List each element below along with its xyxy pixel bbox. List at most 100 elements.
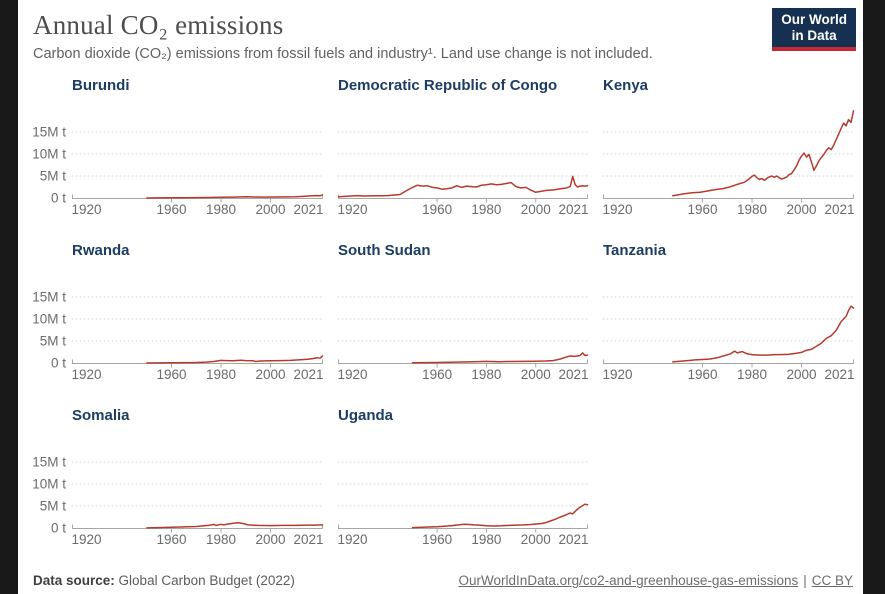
x-tick-label: 1960 <box>422 532 452 547</box>
x-tick-label: 1920 <box>72 532 102 547</box>
chart-panel-drc: Democratic Republic of Congo 1920 1960 1980… <box>337 76 589 222</box>
right-black-bar <box>863 0 885 594</box>
chart-panel-title-burundi: Burundi <box>72 77 130 94</box>
x-tick-label: 1980 <box>471 202 501 217</box>
x-tick-label: 1920 <box>338 367 368 382</box>
cc-by-link[interactable]: CC BY <box>811 573 853 588</box>
x-tick-label: 2000 <box>255 202 285 217</box>
chart-plot-uganda: 1920 1960 1980 2000 2021 <box>337 461 589 547</box>
x-tick-label: 2000 <box>521 532 551 547</box>
chart-plot-burundi: 1920 1960 1980 2000 2021 0 t 5M t 10M t 15M t <box>32 125 324 218</box>
chart-plot-kenya: 1920 1960 1980 2000 2021 <box>602 110 855 217</box>
x-tick-label: 1960 <box>156 532 186 547</box>
y-tick-label: 0 t <box>51 521 66 536</box>
x-tick-label: 1920 <box>72 367 102 382</box>
chart-panel-uganda: Uganda 1920 1960 1980 2000 2021 <box>337 406 589 552</box>
chart-plot-somalia: 1920 1960 1980 2000 2021 0 t 5M t 10M t 15M t <box>32 455 324 548</box>
chart-panel-south-sudan: South Sudan 1920 1960 1980 2000 2021 <box>337 241 589 387</box>
x-tick-label: 2021 <box>558 202 588 217</box>
owid-logo-line1: Our World <box>781 12 847 27</box>
x-tick-label: 2000 <box>521 367 551 382</box>
chart-subtitle: Carbon dioxide (CO₂) emissions from foss… <box>33 46 653 62</box>
chart-plot-drc: 1920 1960 1980 2000 2021 <box>337 131 589 217</box>
left-black-bar <box>0 0 18 594</box>
emissions-line-tanzania <box>672 305 855 363</box>
x-tick-label: 1960 <box>422 367 452 382</box>
x-tick-label: 1960 <box>156 367 186 382</box>
chart-panel-tanzania: Tanzania 1920 1960 1980 2000 2021 <box>602 241 855 387</box>
x-tick-label: 2021 <box>558 532 588 547</box>
x-tick-label: 1920 <box>338 532 368 547</box>
x-tick-label: 1920 <box>72 202 102 217</box>
x-tick-label: 2021 <box>293 367 323 382</box>
y-tick-label: 5M t <box>40 334 67 349</box>
x-tick-label: 2021 <box>824 367 854 382</box>
emissions-line-uganda <box>411 503 589 529</box>
chart-main-title: Annual CO₂ emissions <box>33 10 284 40</box>
x-tick-label: 1980 <box>471 367 501 382</box>
y-tick-label: 10M t <box>32 312 66 327</box>
y-tick-label: 10M t <box>32 477 66 492</box>
chart-export-canvas: Annual CO₂ emissions Carbon dioxide (CO₂… <box>18 0 863 594</box>
y-tick-label: 15M t <box>32 455 66 470</box>
x-tick-label: 1980 <box>737 367 767 382</box>
data-source: Data source: Global Carbon Budget (2022) <box>33 573 295 588</box>
y-tick-label: 15M t <box>32 290 66 305</box>
y-tick-label: 0 t <box>51 191 66 206</box>
emissions-line-somalia <box>146 521 324 529</box>
x-tick-label: 1960 <box>687 202 717 217</box>
chart-panel-kenya: Kenya 1920 1960 1980 2000 2021 <box>602 76 855 222</box>
owid-url-link[interactable]: OurWorldInData.org/co2-and-greenhouse-ga… <box>458 573 799 588</box>
y-tick-label: 5M t <box>40 499 67 514</box>
x-tick-label: 1980 <box>206 367 236 382</box>
chart-plot-tanzania: 1920 1960 1980 2000 2021 <box>602 296 855 382</box>
emissions-line-kenya <box>672 110 855 197</box>
chart-panel-title-somalia: Somalia <box>72 407 130 424</box>
x-tick-label: 1980 <box>737 202 767 217</box>
chart-panel-title-uganda: Uganda <box>338 407 394 424</box>
header: Annual CO₂ emissions Carbon dioxide (CO₂… <box>18 0 863 76</box>
emissions-line-south-sudan <box>411 352 589 364</box>
chart-panel-title-south-sudan: South Sudan <box>338 242 431 259</box>
owid-logo[interactable]: Our World in Data <box>772 8 856 51</box>
chart-panel-title-rwanda: Rwanda <box>72 242 130 259</box>
x-tick-label: 2000 <box>255 532 285 547</box>
x-tick-label: 1920 <box>338 202 368 217</box>
x-tick-label: 2021 <box>558 367 588 382</box>
chart-panel-rwanda: Rwanda 1920 1960 1980 2000 2021 0 t 5M t 10M t 15… <box>32 241 324 387</box>
data-source-value: Global Carbon Budget (2022) <box>118 573 295 588</box>
x-tick-label: 2000 <box>786 367 816 382</box>
x-tick-label: 2021 <box>293 202 323 217</box>
x-tick-label: 2000 <box>521 202 551 217</box>
x-tick-label: 1980 <box>471 532 501 547</box>
x-tick-label: 1960 <box>156 202 186 217</box>
x-tick-label: 1920 <box>603 202 633 217</box>
x-tick-label: 1960 <box>422 202 452 217</box>
x-tick-label: 1920 <box>603 367 633 382</box>
x-tick-label: 1980 <box>206 202 236 217</box>
x-tick-label: 1960 <box>687 367 717 382</box>
chart-panel-title-tanzania: Tanzania <box>603 242 667 259</box>
data-source-label: Data source: <box>33 573 115 588</box>
chart-panel-title-drc: Democratic Republic of Congo <box>338 77 558 94</box>
chart-panel-title-kenya: Kenya <box>603 77 649 94</box>
x-tick-label: 1980 <box>206 532 236 547</box>
chart-plot-south-sudan: 1920 1960 1980 2000 2021 <box>337 296 589 382</box>
y-tick-label: 15M t <box>32 125 66 140</box>
chart-plot-rwanda: 1920 1960 1980 2000 2021 0 t 5M t 10M t 15M t <box>32 290 324 383</box>
x-tick-label: 2021 <box>293 532 323 547</box>
x-tick-label: 2000 <box>786 202 816 217</box>
emissions-line-rwanda <box>146 355 324 364</box>
emissions-line-burundi <box>146 194 324 199</box>
owid-logo-line2: in Data <box>791 28 837 43</box>
emissions-line-drc <box>337 175 589 198</box>
y-tick-label: 10M t <box>32 147 66 162</box>
footer: Data source: Global Carbon Budget (2022)… <box>33 573 853 588</box>
x-tick-label: 2021 <box>824 202 854 217</box>
x-tick-label: 2000 <box>255 367 285 382</box>
y-tick-label: 5M t <box>40 169 67 184</box>
footer-separator: | <box>803 573 807 588</box>
